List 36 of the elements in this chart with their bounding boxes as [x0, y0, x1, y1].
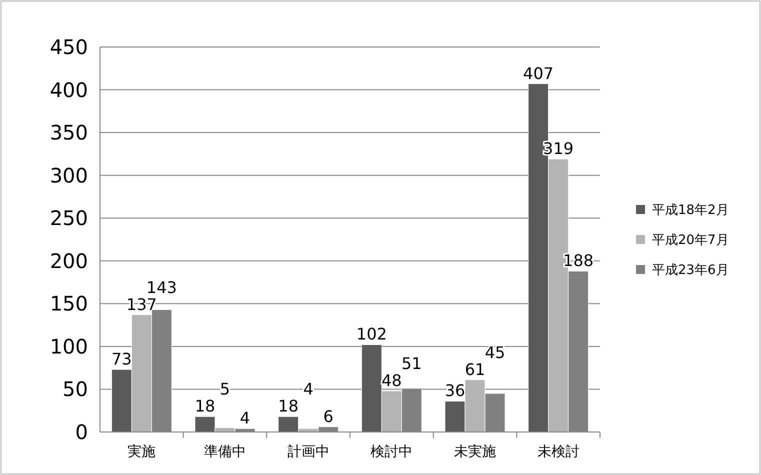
- x-tick-label: 未実施: [454, 444, 496, 460]
- data-label: 143: [146, 278, 177, 297]
- x-tick-label: 未検討: [537, 444, 580, 460]
- legend-label: 平成23年6月: [652, 263, 729, 278]
- y-tick-label: 100: [50, 334, 88, 358]
- data-label: 51: [401, 354, 422, 373]
- data-label: 5: [220, 380, 230, 399]
- x-tick-label: 準備中: [204, 444, 246, 460]
- y-tick-label: 250: [50, 206, 88, 230]
- data-label: 45: [484, 342, 506, 362]
- data-label: 48: [381, 370, 402, 390]
- data-label: 137: [126, 294, 157, 314]
- legend-label: 平成18年2月: [652, 203, 729, 218]
- data-label: 6: [323, 406, 334, 426]
- x-tick-label: 検討中: [370, 444, 413, 460]
- y-tick-label: 400: [50, 78, 88, 102]
- y-tick-label: 0: [75, 420, 88, 444]
- y-tick-label: 300: [50, 163, 88, 188]
- x-tick-label: 計画中: [287, 444, 330, 460]
- data-label: 18: [278, 396, 299, 416]
- data-label: 4: [303, 380, 314, 399]
- data-label: 102: [356, 324, 387, 344]
- data-label: 407: [523, 64, 554, 83]
- x-tick-label: 実施: [128, 444, 156, 460]
- y-tick-label: 50: [62, 377, 88, 402]
- data-label: 188: [563, 251, 594, 270]
- y-tick-label: 150: [50, 292, 88, 316]
- legend-label: 平成20年7月: [652, 233, 729, 248]
- data-label: 18: [194, 396, 216, 416]
- y-tick-label: 200: [50, 248, 88, 273]
- data-label: 73: [111, 350, 132, 369]
- data-label: 36: [444, 381, 466, 400]
- data-label: 4: [240, 408, 250, 428]
- y-tick-label: 350: [50, 120, 88, 145]
- data-label: 61: [464, 360, 486, 379]
- y-tick-label: 450: [50, 35, 88, 59]
